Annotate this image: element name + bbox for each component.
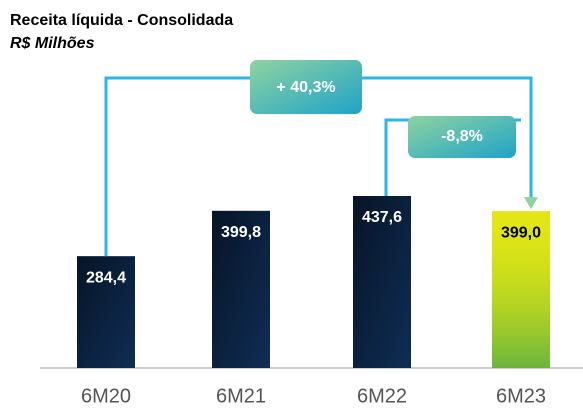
bar-shade <box>353 196 411 368</box>
value-label: 437,6 <box>362 209 402 226</box>
annotation: + 40,3% <box>276 79 335 96</box>
x-tick-label: 6M20 <box>81 385 131 407</box>
bar-shade <box>492 211 550 368</box>
annotation-box <box>408 116 516 158</box>
value-label: 399,8 <box>221 224 261 241</box>
value-label: 284,4 <box>86 269 126 286</box>
bar-shade <box>77 256 135 368</box>
value-label: 399,0 <box>501 224 541 241</box>
annotation: -8,8% <box>441 128 483 145</box>
x-tick-label: 6M22 <box>357 385 407 407</box>
bar-shade <box>212 210 270 368</box>
x-tick-label: 6M21 <box>216 385 266 407</box>
chart-title: Receita líquida - Consolidada <box>10 12 233 29</box>
annotation-box <box>250 60 362 114</box>
arrow-head <box>524 197 538 210</box>
x-tick-label: 6M23 <box>496 385 546 407</box>
chart-subtitle: R$ Milhões <box>10 35 95 52</box>
